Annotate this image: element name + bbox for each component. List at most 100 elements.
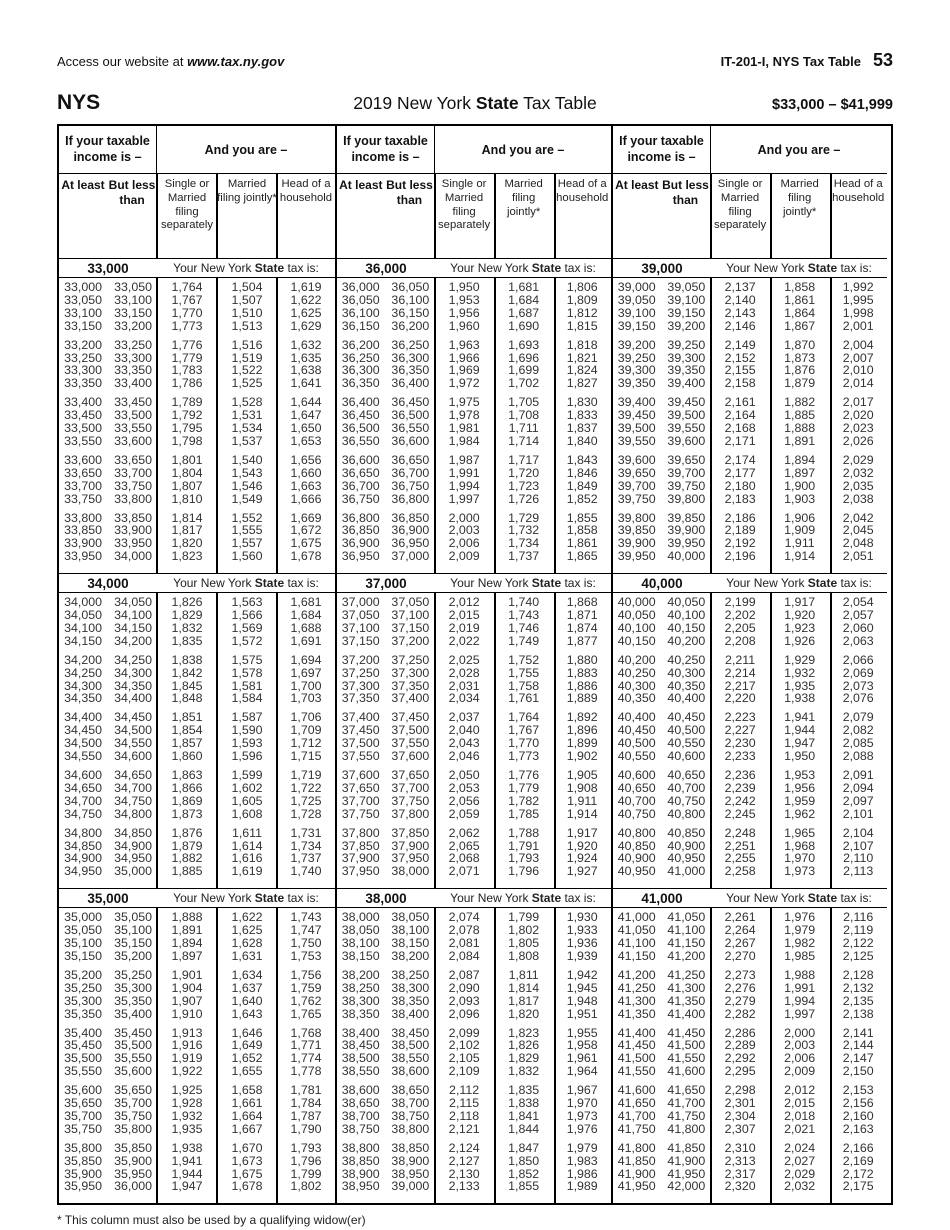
cell: 1,812 [566,305,598,320]
cell: 1,916 [171,1038,203,1053]
cell: 40,800 [617,825,656,840]
cell: 39,900 [617,536,656,551]
table-row: 38,200 38,250 2,087 1,811 1,942 [337,968,611,982]
table-row: 35,950 36,000 1,947 1,678 1,802 [59,1180,335,1193]
cell: 1,773 [171,318,203,333]
cell: 2,211 [725,652,756,667]
cell: 1,699 [508,363,540,378]
cell: 34,000 [114,549,152,564]
cell: 2,088 [842,749,874,764]
cell: 34,150 [114,620,152,635]
cell: 2,233 [724,749,756,764]
cell: 1,944 [784,723,816,738]
cell: 40,900 [667,838,706,853]
cell: 38,150 [341,948,380,963]
cell: 1,911 [784,536,815,551]
cell: 1,646 [231,1025,263,1040]
row-block: 35,600 35,650 1,925 1,658 1,781 35,650 35,700 1… [59,1084,335,1136]
cell: 2,054 [842,595,874,610]
cell: 1,947 [171,1179,203,1194]
cell: 1,873 [171,806,203,821]
cell: 1,569 [231,620,263,635]
table-row: 40,800 40,850 2,248 1,965 2,104 [613,825,887,840]
cell: 38,900 [341,1166,380,1181]
cell: 1,935 [784,678,816,693]
header-row-spans: If your taxable income is – And you are – [337,126,611,174]
table-row: 37,350 37,400 2,034 1,761 1,889 [337,692,611,705]
cell: 1,759 [290,980,322,995]
cell: 36,200 [391,318,430,333]
cell: 1,762 [290,993,322,1008]
table-row: 40,250 40,300 2,214 1,932 2,069 [613,666,887,680]
cell: 1,817 [171,523,203,538]
qualifying-widow-footnote: * This column must also be used by a qua… [57,1213,366,1228]
cell: 39,000 [391,1179,430,1194]
cell: 2,063 [842,633,874,648]
cell: 35,650 [64,1096,102,1111]
cell: 1,808 [508,948,540,963]
cell: 1,874 [566,620,598,635]
cell: 1,747 [290,923,322,938]
cell: 35,150 [114,936,152,951]
cell: 37,750 [391,793,430,808]
cell: 38,800 [341,1140,380,1155]
cell: 1,896 [566,723,598,738]
cell: 1,929 [784,652,816,667]
cell: 41,950 [617,1179,656,1194]
cell: 37,800 [341,825,380,840]
cell: 1,782 [508,793,540,808]
cell: 2,124 [448,1140,480,1155]
cell: 2,032 [842,465,874,480]
table-row: 36,400 36,450 1,975 1,705 1,830 [337,396,611,409]
cell: 39,550 [617,433,656,448]
cell: 33,550 [64,433,102,448]
cell: 40,200 [617,652,656,667]
table-row: 33,350 33,400 1,786 1,525 1,641 [59,377,335,390]
column-divider [156,908,158,1204]
cell: 2,025 [448,652,480,667]
row-block: 37,000 37,050 2,012 1,740 1,868 37,050 37,100 2… [337,596,611,648]
cell: 41,750 [617,1121,656,1136]
section-income-label: 34,000 [87,575,129,591]
cell: 2,065 [448,838,480,853]
cell: 2,084 [448,948,480,963]
cell: 1,938 [171,1140,203,1155]
cell: 37,050 [391,595,430,610]
column-divider [830,278,832,574]
cell: 1,622 [290,292,322,307]
cell: 35,300 [114,980,152,995]
table-row: 35,850 35,900 1,941 1,673 1,796 [59,1154,335,1168]
column-divider [770,908,772,1204]
cell: 39,100 [617,305,656,320]
cell: 35,800 [64,1140,102,1155]
cell: 1,855 [508,1179,540,1194]
cell: 38,800 [391,1121,430,1136]
cell: 1,953 [448,292,480,307]
table-row: 35,350 35,400 1,910 1,643 1,765 [59,1007,335,1021]
table-row: 33,600 33,650 1,801 1,540 1,656 [59,453,335,467]
cell: 34,450 [114,710,152,725]
table-row: 39,700 39,750 2,180 1,900 2,035 [613,479,887,493]
cell: 37,400 [341,710,380,725]
table-row: 37,500 37,550 2,043 1,770 1,899 [337,737,611,750]
table-row: 41,250 41,300 2,276 1,991 2,132 [613,981,887,995]
table-row: 35,000 35,050 1,888 1,622 1,743 [59,911,335,924]
table-row: 35,900 35,950 1,944 1,675 1,799 [59,1166,335,1181]
cell: 41,300 [617,993,656,1008]
cell: 35,900 [64,1166,102,1181]
cell: 39,450 [617,408,656,423]
column-divider [276,278,278,574]
cell: 1,546 [231,478,263,493]
cell: 36,600 [341,452,380,467]
cell: 1,967 [566,1083,598,1098]
row-block: 34,200 34,250 1,838 1,575 1,694 34,250 34,300 1… [59,653,335,706]
cell: 1,985 [784,948,816,963]
col-header-at-least: At least [61,178,105,192]
section-body: 38,000 38,050 2,074 1,799 1,930 38,050 38,100 2… [337,908,611,1204]
table-row: 35,150 35,200 1,897 1,631 1,753 [59,950,335,963]
table-row: 37,800 37,850 2,062 1,788 1,917 [337,825,611,840]
section-tax-label: Your New York State tax is: [450,261,596,275]
cell: 1,817 [508,993,540,1008]
cell: 2,104 [842,825,874,840]
cell: 1,702 [508,376,540,391]
